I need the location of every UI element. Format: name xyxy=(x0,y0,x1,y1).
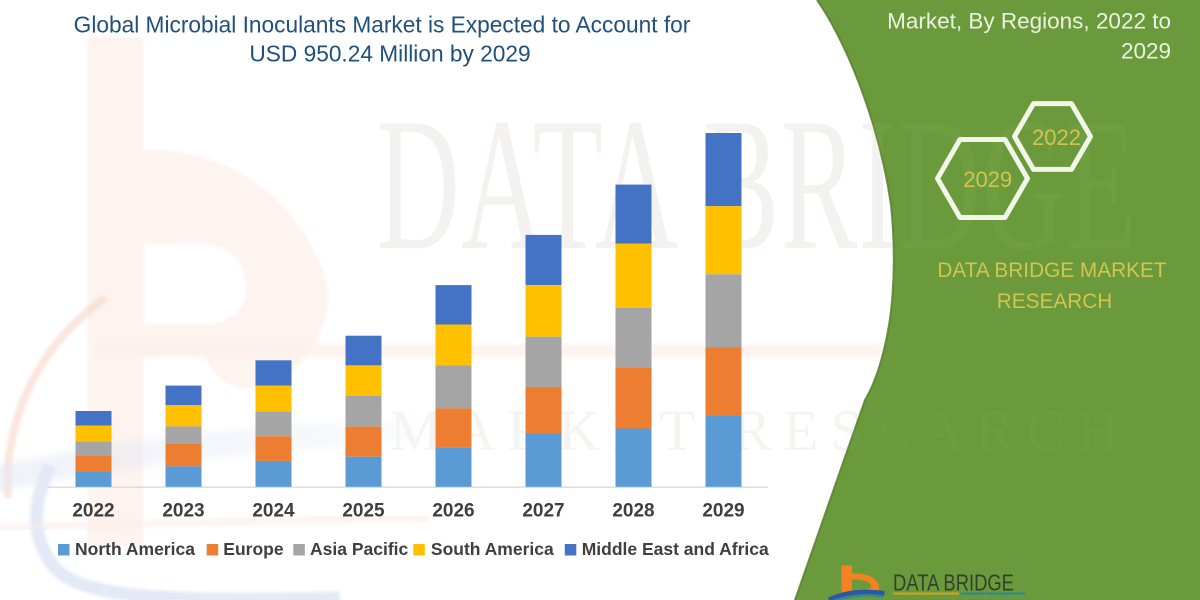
svg-text:DATA BRIDGE MARKET: DATA BRIDGE MARKET xyxy=(937,259,1166,282)
svg-text:2028: 2028 xyxy=(612,501,654,522)
svg-text:North America: North America xyxy=(75,539,195,559)
svg-text:USD 950.24 Million by 2029: USD 950.24 Million by 2029 xyxy=(249,41,530,67)
svg-text:Global Microbial Inoculants Ma: Global Microbial Inoculants Market is Ex… xyxy=(74,12,691,38)
svg-text:DATA BRIDGE: DATA BRIDGE xyxy=(893,571,1014,596)
svg-text:2024: 2024 xyxy=(252,501,295,522)
svg-text:2029: 2029 xyxy=(963,167,1012,192)
svg-text:2022: 2022 xyxy=(1032,125,1081,150)
svg-text:RESEARCH: RESEARCH xyxy=(997,290,1113,313)
svg-text:2025: 2025 xyxy=(342,501,385,522)
svg-text:MARKET RESEARCH: MARKET RESEARCH xyxy=(894,597,1035,600)
svg-text:2027: 2027 xyxy=(522,501,564,522)
svg-text:2022: 2022 xyxy=(72,501,114,522)
svg-text:2023: 2023 xyxy=(162,501,204,522)
svg-text:2026: 2026 xyxy=(432,501,474,522)
svg-text:Asia Pacific: Asia Pacific xyxy=(310,539,409,559)
svg-text:South America: South America xyxy=(431,539,554,559)
svg-text:2029: 2029 xyxy=(1121,39,1171,64)
svg-text:Middle East and Africa: Middle East and Africa xyxy=(582,539,769,559)
svg-text:2029: 2029 xyxy=(702,501,744,522)
svg-text:Europe: Europe xyxy=(223,539,284,559)
svg-text:Market, By Regions, 2022 to: Market, By Regions, 2022 to xyxy=(887,9,1171,34)
